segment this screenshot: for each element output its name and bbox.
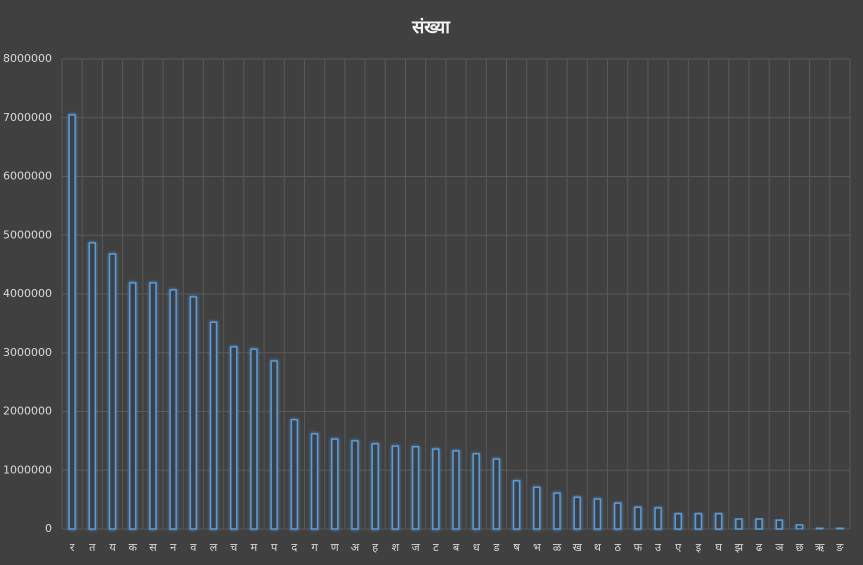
bar	[634, 506, 642, 530]
bar	[351, 440, 359, 530]
x-tick-label: ठ	[614, 541, 621, 554]
bar	[815, 527, 824, 530]
x-tick-label: उ	[655, 541, 662, 554]
bar	[553, 492, 561, 530]
bar	[432, 448, 440, 530]
x-tick-label: ड	[492, 541, 499, 554]
x-tick-label: ळ	[553, 541, 562, 554]
x-tick-label: घ	[715, 541, 722, 554]
bar	[229, 346, 238, 530]
y-tick-label: 6000000	[3, 170, 52, 183]
bar	[391, 445, 400, 530]
x-tick-label: ह	[372, 541, 378, 554]
x-tick-label: ढ	[756, 541, 763, 554]
bar	[310, 433, 319, 530]
x-tick-label: प	[271, 541, 278, 554]
x-tick-label: छ	[796, 541, 804, 554]
x-tick-label: इ	[696, 541, 702, 554]
y-tick-label: 2000000	[3, 405, 52, 418]
x-tick-label: त	[89, 541, 96, 554]
x-tick-label: च	[230, 541, 238, 554]
x-tick-label: फ	[634, 541, 643, 554]
bar	[755, 518, 763, 530]
x-tick-label: श	[392, 541, 400, 554]
x-tick-label: ज	[412, 541, 421, 554]
x-tick-label: थ	[594, 541, 602, 554]
bar	[573, 496, 581, 530]
y-tick-label: 1000000	[3, 463, 52, 476]
chart-title: संख्या	[411, 17, 451, 38]
x-tick-label: ञ	[775, 541, 784, 554]
x-tick-label: भ	[533, 541, 541, 554]
bar	[674, 512, 683, 530]
x-tick-label: ख	[573, 541, 583, 554]
bar	[149, 282, 157, 530]
x-tick-label: ऋ	[815, 541, 825, 554]
bar	[270, 360, 278, 530]
x-tick-label: र	[70, 541, 75, 554]
bar	[593, 498, 602, 530]
bar	[613, 502, 622, 530]
bar	[533, 486, 541, 530]
x-tick-label: ण	[331, 541, 340, 554]
x-tick-label: झ	[735, 541, 744, 554]
y-tick-label: 8000000	[3, 52, 52, 65]
bar	[452, 450, 460, 530]
y-tick-label: 5000000	[3, 228, 52, 241]
bar	[694, 512, 703, 530]
x-tick-label: ग	[311, 541, 318, 554]
y-tick-label: 7000000	[3, 111, 52, 124]
bar	[654, 507, 662, 530]
bar	[371, 443, 379, 530]
x-tick-label: स	[149, 541, 157, 554]
x-tick-label: ङ	[835, 541, 844, 554]
bar	[331, 438, 339, 530]
bar	[169, 289, 177, 530]
bar	[290, 418, 299, 530]
y-tick-label: 0	[45, 522, 52, 535]
x-tick-label: ष	[513, 541, 520, 554]
bar	[189, 296, 198, 530]
bar	[836, 527, 844, 530]
bar	[68, 114, 76, 530]
x-tick-label: ल	[210, 541, 218, 554]
x-tick-label: ब	[453, 541, 460, 554]
bar	[108, 253, 117, 530]
bar	[775, 519, 784, 530]
y-tick-label: 3000000	[3, 346, 52, 359]
x-tick-label: न	[170, 541, 177, 554]
bar	[209, 321, 218, 530]
x-tick-label: द	[291, 541, 297, 554]
bar	[492, 458, 501, 530]
x-tick-label: क	[128, 541, 137, 554]
bar	[128, 282, 137, 530]
x-tick-label: य	[109, 541, 116, 554]
bar	[250, 348, 258, 530]
bar	[472, 453, 480, 530]
x-tick-label: व	[190, 541, 197, 554]
bar	[795, 524, 804, 530]
bar	[512, 480, 521, 530]
x-tick-label: म	[251, 541, 258, 554]
x-tick-label: ए	[675, 541, 682, 554]
bar	[88, 242, 97, 530]
bar	[735, 518, 743, 530]
bar	[714, 512, 723, 530]
x-tick-label: अ	[351, 541, 360, 554]
x-tick-label: ध	[473, 541, 480, 554]
bar	[411, 446, 420, 530]
y-tick-label: 4000000	[3, 287, 52, 300]
x-tick-label: ट	[433, 541, 439, 554]
